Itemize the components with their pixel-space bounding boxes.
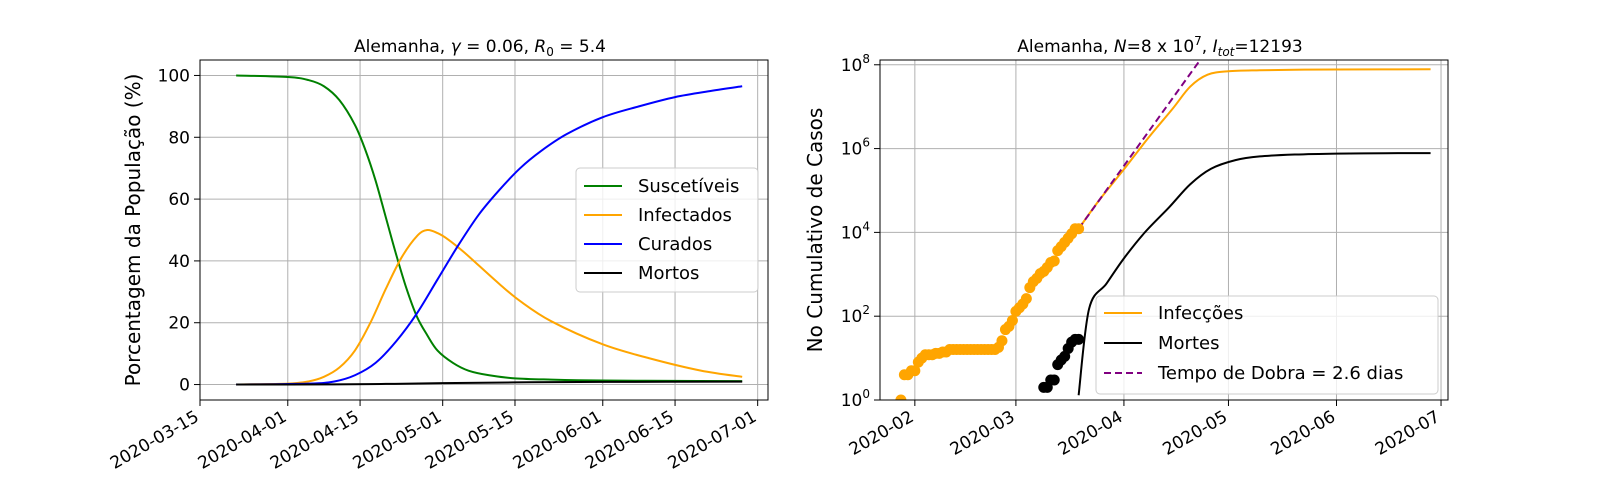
chart2-series-points-3-point — [909, 365, 921, 377]
chart1-legend-label: Infectados — [638, 205, 732, 226]
chart2-xtick-label: 2020-03 — [947, 407, 1019, 460]
chart1-series — [236, 74, 743, 386]
chart2-ticks: 2020-02 2020-03 2020-04 2020-05 2020-06 2020-… — [841, 52, 1444, 460]
chart2-legend-label: Tempo de Dobra = 2.6 dias — [1157, 363, 1403, 384]
chart1-series-suscet-veis-line — [236, 74, 743, 383]
chart1-series-curados-line — [236, 85, 743, 386]
chart2-ylabel: No Cumulativo de Casos — [803, 108, 827, 353]
chart2-xtick-label: 2020-05 — [1159, 407, 1231, 460]
chart2-xtick-label: 2020-07 — [1372, 407, 1444, 460]
chart1-legend-label: Mortos — [638, 263, 699, 284]
chart2-xtick-label: 2020-02 — [846, 407, 918, 460]
chart1-legend: Suscetíveis Infectados Curados Mortos — [575, 167, 759, 293]
chart1-series-mortos-line — [236, 380, 743, 386]
chart2-ytick-label: 104 — [841, 219, 870, 243]
chart2-series-points-3-point — [1006, 314, 1018, 326]
chart2-series-points-3-point — [1020, 293, 1032, 305]
chart1-title: Alemanha, γ = 0.06, R0 = 5.4 — [354, 37, 606, 59]
chart1-ylabel: Porcentagem da População (%) — [121, 74, 145, 387]
chart2-legend: Infecções Mortes Tempo de Dobra = 2.6 dias — [1095, 295, 1439, 395]
chart1-ytick-label: 40 — [168, 252, 190, 272]
chart2-title: Alemanha, N=8 x 107, Itot=12193 — [1017, 34, 1302, 59]
chart1-legend-label: Curados — [638, 234, 712, 255]
sir-chart: Alemanha, γ = 0.06, R0 = 5.4 2020-03-15 2… — [107, 37, 769, 474]
chart2-ytick-label: 100 — [841, 387, 870, 411]
chart1-legend-box — [575, 167, 759, 293]
chart2-ytick-label: 108 — [841, 52, 870, 76]
chart1-ytick-label: 100 — [158, 66, 190, 86]
chart2-series-infec-es-line — [1077, 68, 1431, 230]
chart2-xtick-label: 2020-04 — [1055, 407, 1127, 460]
cumulative-chart: Alemanha, N=8 x 107, Itot=12193 2020-02 2… — [803, 34, 1449, 460]
chart2-series-points-3-point — [895, 394, 907, 400]
chart2-series-points-4-point — [1048, 374, 1060, 386]
chart2-series-tempo-de-dobra-2-6-dias-line — [1077, 60, 1202, 230]
chart2-series-mortes-line — [1077, 152, 1431, 396]
chart1-xtick-label: 2020-03-15 — [107, 407, 203, 474]
chart1-ytick-label: 60 — [168, 190, 190, 210]
chart2-series-points-3-point — [1073, 223, 1085, 235]
chart2-xtick-label: 2020-06 — [1267, 407, 1339, 460]
chart1-series-infectados-line — [236, 228, 743, 386]
chart1-legend-label: Suscetíveis — [638, 176, 739, 197]
chart2-series — [895, 60, 1431, 400]
chart2-series-points-4-point — [1073, 333, 1085, 345]
chart2-legend-label: Mortes — [1158, 333, 1219, 354]
chart2-series-points-3-point — [1048, 255, 1060, 267]
chart2-legend-label: Infecções — [1158, 303, 1243, 324]
chart1-xtick-label: 2020-07-01 — [665, 407, 761, 474]
chart2-ytick-label: 106 — [841, 136, 870, 160]
chart2-frame — [879, 59, 1449, 401]
chart1-ytick-label: 0 — [179, 376, 190, 396]
chart1-frame — [199, 59, 769, 401]
chart1-ytick-label: 80 — [168, 128, 190, 148]
chart1-ytick-label: 20 — [168, 314, 190, 334]
chart2-legend-box — [1095, 295, 1439, 395]
chart2-ytick-label: 102 — [841, 303, 870, 327]
chart2-series-points-3-point — [996, 335, 1008, 347]
